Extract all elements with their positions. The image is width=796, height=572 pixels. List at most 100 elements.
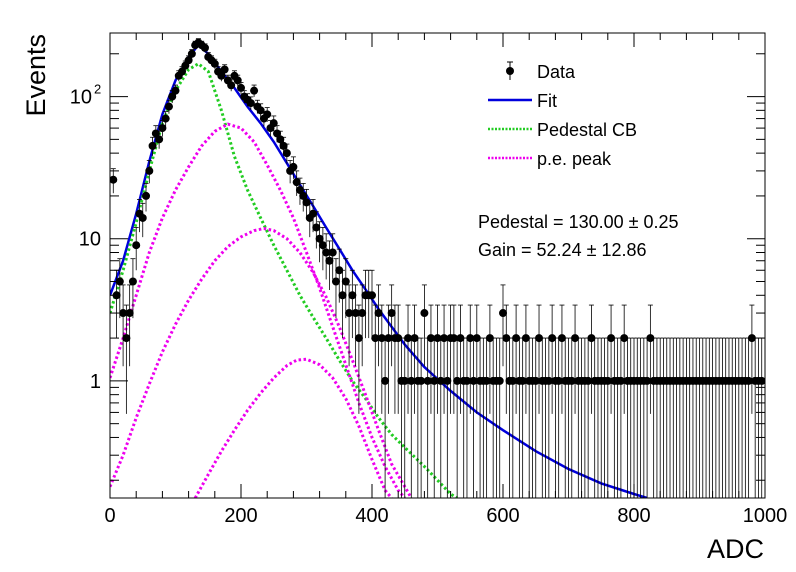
data-point <box>328 248 337 257</box>
data-point <box>544 376 553 385</box>
data-point <box>128 277 137 286</box>
data-point <box>171 86 180 95</box>
data-point <box>466 334 475 343</box>
data-point <box>122 334 131 343</box>
data-point <box>426 334 435 343</box>
y-tick-label: 10 <box>70 87 92 109</box>
data-point <box>269 119 278 128</box>
data-point <box>485 334 494 343</box>
data-point <box>309 209 318 218</box>
data-point <box>584 376 593 385</box>
annotation-plus-minus-symbol: ± <box>582 240 602 260</box>
annotation-uncertainty: 0.25 <box>644 212 679 232</box>
data-point <box>436 376 445 385</box>
data-point <box>354 334 363 343</box>
data-point <box>453 376 462 385</box>
data-point <box>138 213 147 222</box>
data-point <box>119 309 128 318</box>
data-point <box>289 162 298 171</box>
data-point <box>423 376 432 385</box>
data-point <box>187 49 196 58</box>
data-point <box>410 334 419 343</box>
data-point <box>430 376 439 385</box>
data-point <box>587 334 596 343</box>
data-point <box>161 114 170 123</box>
plot-frame <box>109 32 766 499</box>
x-tick-label: 200 <box>224 505 257 527</box>
data-point <box>142 191 151 200</box>
data-point <box>184 56 193 65</box>
data-point <box>335 266 344 275</box>
data-point <box>312 223 321 232</box>
data-point <box>200 43 209 52</box>
data-point <box>512 334 521 343</box>
legend-label: Data <box>537 62 576 82</box>
data-point <box>377 334 386 343</box>
data-point <box>178 67 187 76</box>
data-point <box>351 309 360 318</box>
annotation-uncertainty: 12.86 <box>601 240 646 260</box>
annotation-text: Pedestal = 130.00 ± 0.25 <box>478 212 679 232</box>
data-point <box>302 198 311 207</box>
data-point <box>462 376 471 385</box>
data-point <box>518 376 527 385</box>
data-point <box>263 110 272 119</box>
data-point <box>571 334 580 343</box>
data-point <box>217 71 226 80</box>
y-tick-label-exponent: 2 <box>94 82 101 97</box>
annotation-value: Gain = 52.24 <box>478 240 582 260</box>
data-point <box>495 376 504 385</box>
data-point <box>747 334 756 343</box>
data-point <box>341 277 350 286</box>
data-point <box>292 178 301 187</box>
data-point <box>508 376 517 385</box>
data-point <box>115 277 124 286</box>
data-point <box>325 256 334 265</box>
data-point <box>469 376 478 385</box>
data-point <box>145 166 154 175</box>
data-point <box>531 376 540 385</box>
data-point <box>646 334 655 343</box>
data-point <box>449 334 458 343</box>
data-point <box>331 277 340 286</box>
legend-label: Fit <box>537 91 557 111</box>
data-point <box>368 291 376 300</box>
data-point <box>404 334 413 343</box>
data-point <box>472 334 481 343</box>
plot-area <box>110 38 765 498</box>
data-point <box>168 92 177 101</box>
data-point <box>420 309 429 318</box>
annotation-text: Gain = 52.24 ± 12.86 <box>478 240 647 260</box>
data-point <box>482 376 491 385</box>
x-tick-label: 1000 <box>743 505 788 527</box>
y-tick-label: 1 <box>90 371 101 393</box>
data-point <box>227 81 236 90</box>
data-point <box>554 376 563 385</box>
data-point <box>345 309 354 318</box>
x-tick-label: 400 <box>355 505 388 527</box>
data-point <box>567 376 576 385</box>
data-point <box>348 291 357 300</box>
data-point <box>499 309 507 318</box>
data-point <box>246 99 255 108</box>
series-p-e-peak-2 <box>110 226 413 498</box>
data-point <box>371 334 380 343</box>
data-point <box>502 334 511 343</box>
legend-marker-data <box>506 67 514 75</box>
data-point <box>338 291 347 300</box>
data-point <box>256 106 265 115</box>
data-point <box>315 234 324 243</box>
data-point <box>548 334 557 343</box>
data-point <box>164 102 173 111</box>
data-point <box>381 376 390 385</box>
data-point <box>132 241 141 250</box>
series-pedestal-cb <box>110 61 458 498</box>
x-tick-label: 0 <box>104 505 115 527</box>
legend-label: Pedestal CB <box>537 120 637 140</box>
data-point <box>318 241 327 250</box>
data-point <box>603 376 612 385</box>
data-point <box>616 376 625 385</box>
data-point <box>158 124 167 133</box>
annotation-value: Pedestal = 130.00 <box>478 212 624 232</box>
